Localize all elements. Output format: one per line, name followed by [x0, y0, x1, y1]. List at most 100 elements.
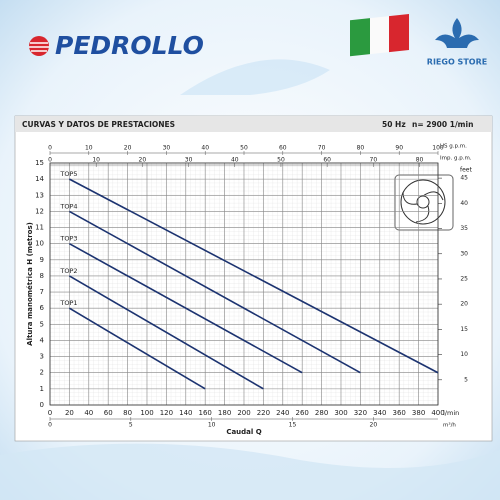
- x-tick-label: 400: [431, 409, 444, 417]
- y-tick-label: 11: [35, 224, 44, 232]
- bottom2-tick-label: 20: [370, 422, 378, 429]
- x-tick-label: 380: [412, 409, 425, 417]
- top-tick-label: 70: [318, 145, 326, 152]
- x-tick-label: 40: [84, 409, 93, 417]
- y2-tick-label: 20: [460, 301, 468, 308]
- y2-tick-label: 15: [460, 326, 468, 333]
- top-tick-label: 50: [277, 157, 285, 164]
- y2-tick-label: 25: [460, 275, 468, 282]
- top-tick-label: 80: [357, 145, 365, 152]
- y2-tick-label: 10: [460, 351, 468, 358]
- y-tick-label: 5: [40, 320, 44, 328]
- y-tick-label: 14: [35, 175, 44, 183]
- x-tick-label: 140: [179, 409, 192, 417]
- top-tick-label: 60: [323, 157, 331, 164]
- y2-tick-label: 45: [460, 175, 468, 182]
- flag: [350, 14, 409, 57]
- y-tick-label: 9: [40, 256, 44, 264]
- curve: [68, 275, 264, 390]
- curve: [69, 242, 303, 374]
- x-tick-label: 320: [354, 409, 367, 417]
- x-tick-label: 300: [334, 409, 347, 417]
- series-label: TOP5: [59, 170, 77, 178]
- top-tick-label: 20: [124, 145, 132, 152]
- top-tick-label: 80: [416, 157, 424, 164]
- x-tick-label: 200: [237, 409, 250, 417]
- x-axis-title: Caudal Q: [226, 428, 261, 436]
- series-label: TOP4: [59, 202, 77, 210]
- x-tick-label: 280: [315, 409, 328, 417]
- top-tick-label: 0: [48, 145, 52, 152]
- top-tick-label: 40: [201, 145, 209, 152]
- bottom2-tick-label: 0: [48, 422, 52, 429]
- top-tick-label: 100: [432, 145, 444, 152]
- curve: [68, 307, 206, 390]
- x-tick-label: 80: [123, 409, 132, 417]
- y2-tick-label: 40: [460, 200, 468, 207]
- splash: [0, 443, 500, 500]
- x-tick-label: 100: [140, 409, 153, 417]
- top-tick-label: 10: [85, 145, 93, 152]
- series-label: TOP2: [59, 267, 77, 275]
- brand-icon-stripes: [29, 42, 49, 52]
- chart-title: CURVAS Y DATOS DE PRESTACIONES: [22, 120, 175, 129]
- y-tick-label: 2: [40, 369, 44, 377]
- series-label: TOP1: [59, 299, 77, 307]
- top-tick-label: 30: [163, 145, 171, 152]
- top-tick-label: 0: [48, 157, 52, 164]
- y-tick-label: 3: [40, 353, 44, 361]
- y-tick-label: 13: [35, 191, 44, 199]
- x2-unit: m³/h: [443, 422, 456, 429]
- brand: PEDROLLO: [55, 31, 204, 60]
- plot-frame: [49, 162, 439, 406]
- y-tick-label: 10: [35, 240, 44, 248]
- top-tick-label: 30: [185, 157, 193, 164]
- title-bar: [15, 116, 492, 132]
- x-tick-label: 240: [276, 409, 289, 417]
- y-tick-label: 8: [40, 272, 44, 280]
- y2-tick-label: 35: [460, 225, 468, 232]
- y-tick-label: 7: [40, 288, 44, 296]
- frequency: 50 Hz: [382, 120, 406, 129]
- bottom2-tick-label: 5: [129, 422, 133, 429]
- top-unit: Imp. g.p.m.: [440, 156, 472, 162]
- x-tick-label: 180: [218, 409, 231, 417]
- x-tick-label: 20: [65, 409, 74, 417]
- bottom2-tick-label: 10: [208, 422, 216, 429]
- store-name: RIEGO STORE: [427, 58, 487, 67]
- splash: [180, 59, 330, 95]
- y2-tick-label: 30: [460, 250, 468, 257]
- y-axis-title: Altura manométrica H (metros): [26, 222, 34, 346]
- top-tick-label: 70: [370, 157, 378, 164]
- top-tick-label: 50: [240, 145, 248, 152]
- y2-unit: feet: [460, 167, 472, 174]
- x-tick-label: 0: [48, 409, 52, 417]
- impeller-icon: [394, 174, 454, 231]
- x-tick-label: 260: [296, 409, 309, 417]
- store-icon: [435, 18, 479, 48]
- x-tick-label: 360: [393, 409, 406, 417]
- top-unit: US g.p.m.: [440, 144, 467, 150]
- top-tick-label: 40: [231, 157, 239, 164]
- curve: [69, 178, 439, 374]
- x-tick-label: 220: [257, 409, 270, 417]
- y-tick-label: 15: [35, 159, 44, 167]
- brand-icon: [29, 36, 49, 56]
- x-tick-label: 160: [199, 409, 212, 417]
- x-unit: l/min: [443, 409, 459, 417]
- y-tick-label: 12: [35, 207, 44, 215]
- top-tick-label: 20: [139, 157, 147, 164]
- y-tick-label: 6: [40, 304, 45, 312]
- speed: n= 2900 1/min: [412, 120, 473, 129]
- y-tick-label: 1: [40, 385, 44, 393]
- x-tick-label: 120: [160, 409, 173, 417]
- bottom2-tick-label: 15: [289, 422, 297, 429]
- top-tick-label: 60: [279, 145, 287, 152]
- series-label: TOP3: [59, 235, 77, 243]
- y2-tick-label: 5: [464, 376, 468, 383]
- y-tick-label: 4: [40, 336, 45, 344]
- curve: [69, 210, 361, 374]
- top-tick-label: 10: [92, 157, 100, 164]
